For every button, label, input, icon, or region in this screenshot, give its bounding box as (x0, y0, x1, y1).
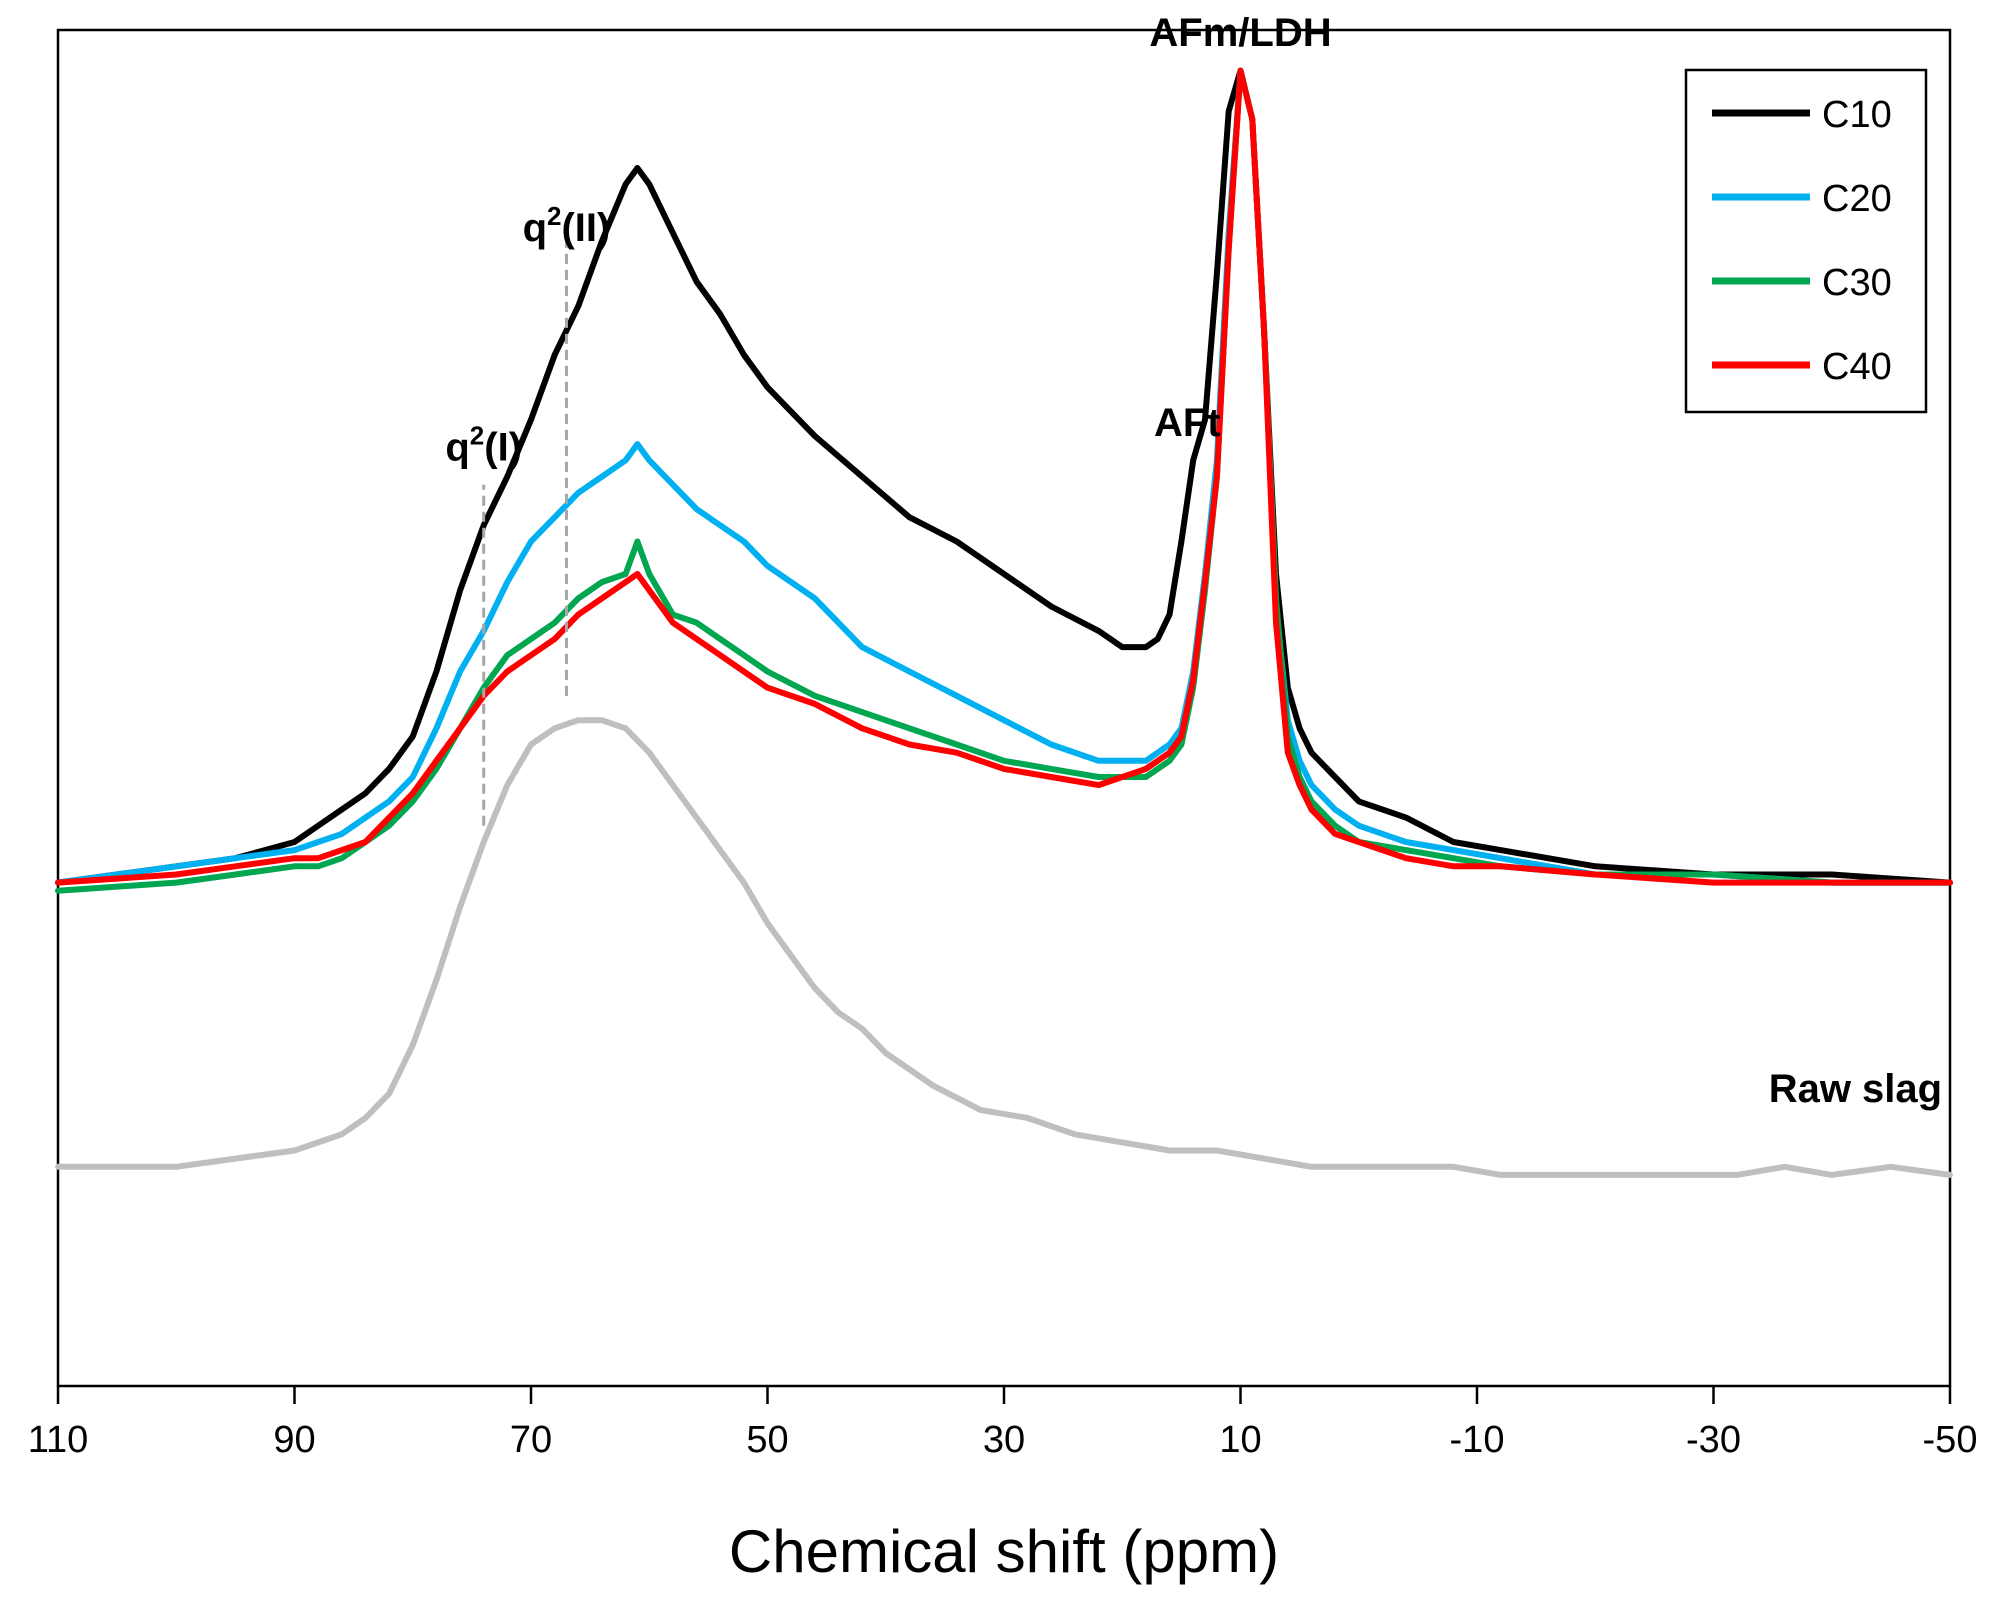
annotation-label: q2(I) (445, 420, 522, 469)
annotation-label-rest: (I) (484, 425, 522, 469)
annotation-label-base: q (445, 425, 469, 469)
x-axis-ticks: 110 90 70 50 30 10 -10 -30 -50 (28, 1386, 1978, 1461)
annotation-label: AFt (1154, 401, 1221, 445)
annotation-label-superscript: 2 (470, 420, 484, 450)
annotation-label: q2(II) (523, 201, 611, 250)
annotation-label-base: q (523, 206, 547, 250)
x-tick-label: 50 (746, 1419, 788, 1461)
series-layer (55, 67, 1953, 1178)
series-line-c10 (55, 67, 1953, 886)
plot-frame (56, 28, 1952, 1388)
x-tick-label: 90 (273, 1419, 315, 1461)
legend-label: C40 (1822, 346, 1892, 388)
legend-label: C10 (1822, 94, 1892, 136)
x-tick-label: 110 (28, 1419, 89, 1461)
x-tick-label: 70 (510, 1419, 552, 1461)
x-axis-title: Chemical shift (ppm) (729, 1518, 1279, 1585)
x-tick-label: -30 (1686, 1419, 1741, 1461)
series-line-c40 (55, 67, 1953, 886)
x-tick-label: 30 (983, 1419, 1025, 1461)
legend-box (1684, 68, 1928, 414)
annotation-markers (482, 232, 568, 826)
x-tick-label: -10 (1450, 1419, 1505, 1461)
legend-label: C30 (1822, 262, 1892, 304)
annotation-label: AFm/LDH (1149, 11, 1331, 55)
x-tick-label: 10 (1219, 1419, 1261, 1461)
x-tick-label: -50 (1923, 1419, 1978, 1461)
legend-label: C20 (1822, 178, 1892, 220)
series-line-raw-slag (55, 717, 1953, 1178)
annotation-label: Raw slag (1769, 1067, 1942, 1111)
legend: C10 C20 C30 C40 (1684, 68, 1928, 414)
annotation-label-superscript: 2 (547, 201, 561, 231)
series-line-c30 (55, 67, 1953, 894)
annotation-label-rest: (II) (561, 206, 610, 250)
series-line-c20 (55, 67, 1953, 886)
